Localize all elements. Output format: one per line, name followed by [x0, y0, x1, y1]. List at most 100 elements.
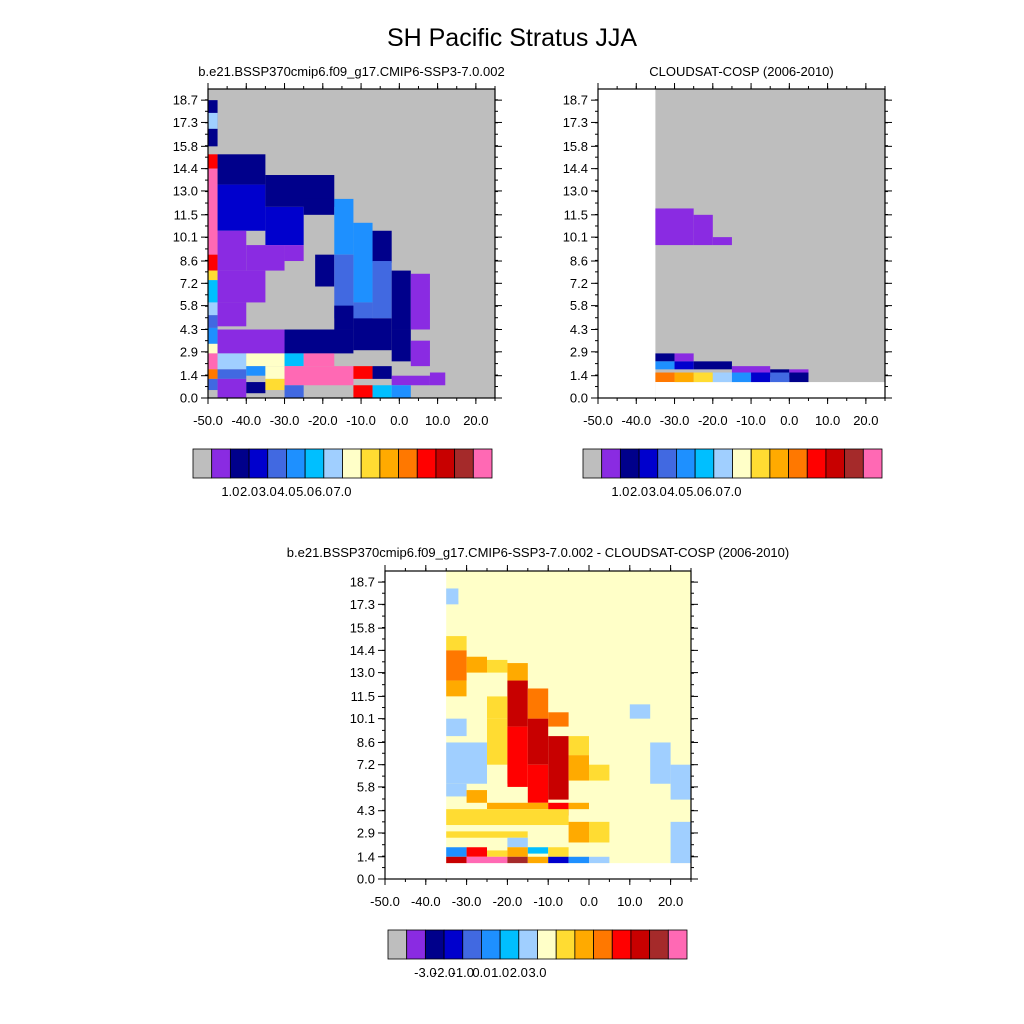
heatmap-cell	[372, 366, 392, 379]
heatmap-cell	[208, 369, 218, 379]
heatmap-cell	[507, 847, 528, 857]
heatmap-cell	[655, 382, 675, 398]
colorbar-swatch	[379, 448, 399, 479]
colorbar-swatch	[537, 929, 557, 960]
colorbar-swatch	[657, 448, 677, 479]
heatmap-cell	[353, 222, 373, 303]
heatmap-cell	[655, 353, 675, 362]
colorbar-swatch	[593, 929, 613, 960]
heatmap-cell	[548, 736, 569, 800]
colorbar-swatch	[424, 929, 445, 960]
heatmap-cell	[712, 237, 732, 246]
figure-title: SH Pacific Stratus JJA	[387, 24, 637, 52]
heatmap-cell	[568, 755, 589, 781]
heatmap-cell	[507, 663, 528, 681]
colorbar-label: 4.0	[667, 484, 685, 499]
heatmap-cell	[284, 329, 354, 354]
heatmap-cell	[284, 366, 354, 386]
heatmap-cell	[217, 329, 285, 354]
y-tick-label: 17.3	[173, 115, 198, 130]
panel-3: b.e21.BSSP370cmip6.f09_g17.CMIP6-SSP3-7.…	[287, 545, 789, 980]
heatmap-cell	[487, 659, 508, 673]
colorbar-swatch	[844, 448, 864, 479]
heatmap-cell	[446, 718, 467, 737]
heatmap-cell	[446, 856, 467, 864]
colorbar-label: 0.0	[472, 965, 490, 980]
colorbar-swatch	[555, 929, 576, 960]
heatmap-cell	[217, 230, 247, 271]
colorbar-swatch	[267, 448, 287, 479]
colorbar-label: 1.0	[491, 965, 509, 980]
heatmap-cell	[527, 847, 549, 854]
heatmap-cell	[391, 385, 411, 398]
heatmap-cell	[655, 361, 675, 370]
colorbar-swatch	[398, 448, 418, 479]
y-tick-label: 15.8	[350, 621, 375, 636]
heatmap-cell	[527, 831, 549, 843]
y-tick-label: 7.2	[570, 276, 588, 291]
heatmap-cell	[284, 245, 304, 262]
colorbar-swatch	[248, 448, 269, 479]
y-tick-label: 4.3	[357, 803, 375, 818]
heatmap-cell	[487, 850, 508, 857]
heatmap-cell	[246, 382, 266, 394]
heatmap-cell	[446, 783, 467, 797]
y-tick-label: 14.4	[563, 161, 588, 176]
colorbar-swatch	[806, 448, 827, 479]
colorbar-swatch	[286, 448, 306, 479]
heatmap-cell	[217, 353, 247, 370]
heatmap-cell	[208, 315, 218, 328]
colorbar-swatch	[619, 448, 640, 479]
x-tick-label: -20.0	[308, 413, 338, 428]
colorbar: 1.0 2.0 3.0 4.0 5.0 6.0 7.0	[192, 448, 493, 499]
heatmap-cell	[589, 856, 610, 864]
heatmap-cell	[372, 230, 392, 263]
x-tick-label: 10.0	[425, 413, 450, 428]
colorbar-swatch	[713, 448, 733, 479]
colorbar-swatch	[601, 448, 621, 479]
heatmap-cell	[303, 353, 335, 367]
y-tick-label: 5.8	[570, 298, 588, 313]
heatmap-cell	[372, 385, 392, 398]
heatmap-cell	[410, 273, 430, 330]
heatmap-cell	[217, 369, 247, 379]
x-tick-label: -40.0	[621, 413, 651, 428]
x-tick-label: -20.0	[698, 413, 728, 428]
heatmap-cell	[629, 704, 651, 719]
heatmap-cell	[334, 198, 354, 255]
heatmap-cell	[410, 340, 430, 367]
colorbar-label: 6.0	[705, 484, 723, 499]
y-tick-label: 4.3	[180, 322, 198, 337]
y-tick-label: 8.6	[180, 254, 198, 269]
panel-1: b.e21.BSSP370cmip6.f09_g17.CMIP6-SSP3-7.…	[173, 64, 505, 499]
heatmap-cell	[446, 650, 467, 681]
x-tick-label: 20.0	[853, 413, 878, 428]
heatmap-cell	[208, 378, 218, 391]
heatmap-cell	[770, 372, 790, 383]
heatmap-cell	[466, 847, 487, 857]
heatmap-cell	[655, 372, 675, 383]
colorbar-swatch	[323, 448, 343, 479]
heatmap-cell	[217, 378, 247, 398]
heatmap-cell	[265, 206, 304, 246]
heatmap-cell	[208, 280, 218, 303]
heatmap-cell	[693, 372, 713, 383]
x-tick-label: -40.0	[231, 413, 261, 428]
colorbar-swatch	[667, 929, 688, 960]
y-tick-label: 14.4	[173, 161, 198, 176]
y-tick-label: 15.8	[173, 139, 198, 154]
heatmap-cell	[548, 856, 569, 864]
heatmap-cell	[731, 372, 752, 383]
colorbar-swatch	[518, 929, 538, 960]
heatmap-cell	[568, 821, 589, 843]
colorbar-swatch	[676, 448, 696, 479]
heatmap-cell	[487, 718, 508, 765]
heatmap-cell	[670, 821, 691, 864]
x-tick-label: -50.0	[583, 413, 613, 428]
heatmap-cell	[589, 764, 610, 781]
y-tick-label: 5.8	[357, 779, 375, 794]
colorbar-label: 4.0	[277, 484, 295, 499]
heatmap-cell	[548, 712, 569, 727]
x-tick-label: -30.0	[660, 413, 690, 428]
heatmap-cell	[284, 385, 304, 398]
